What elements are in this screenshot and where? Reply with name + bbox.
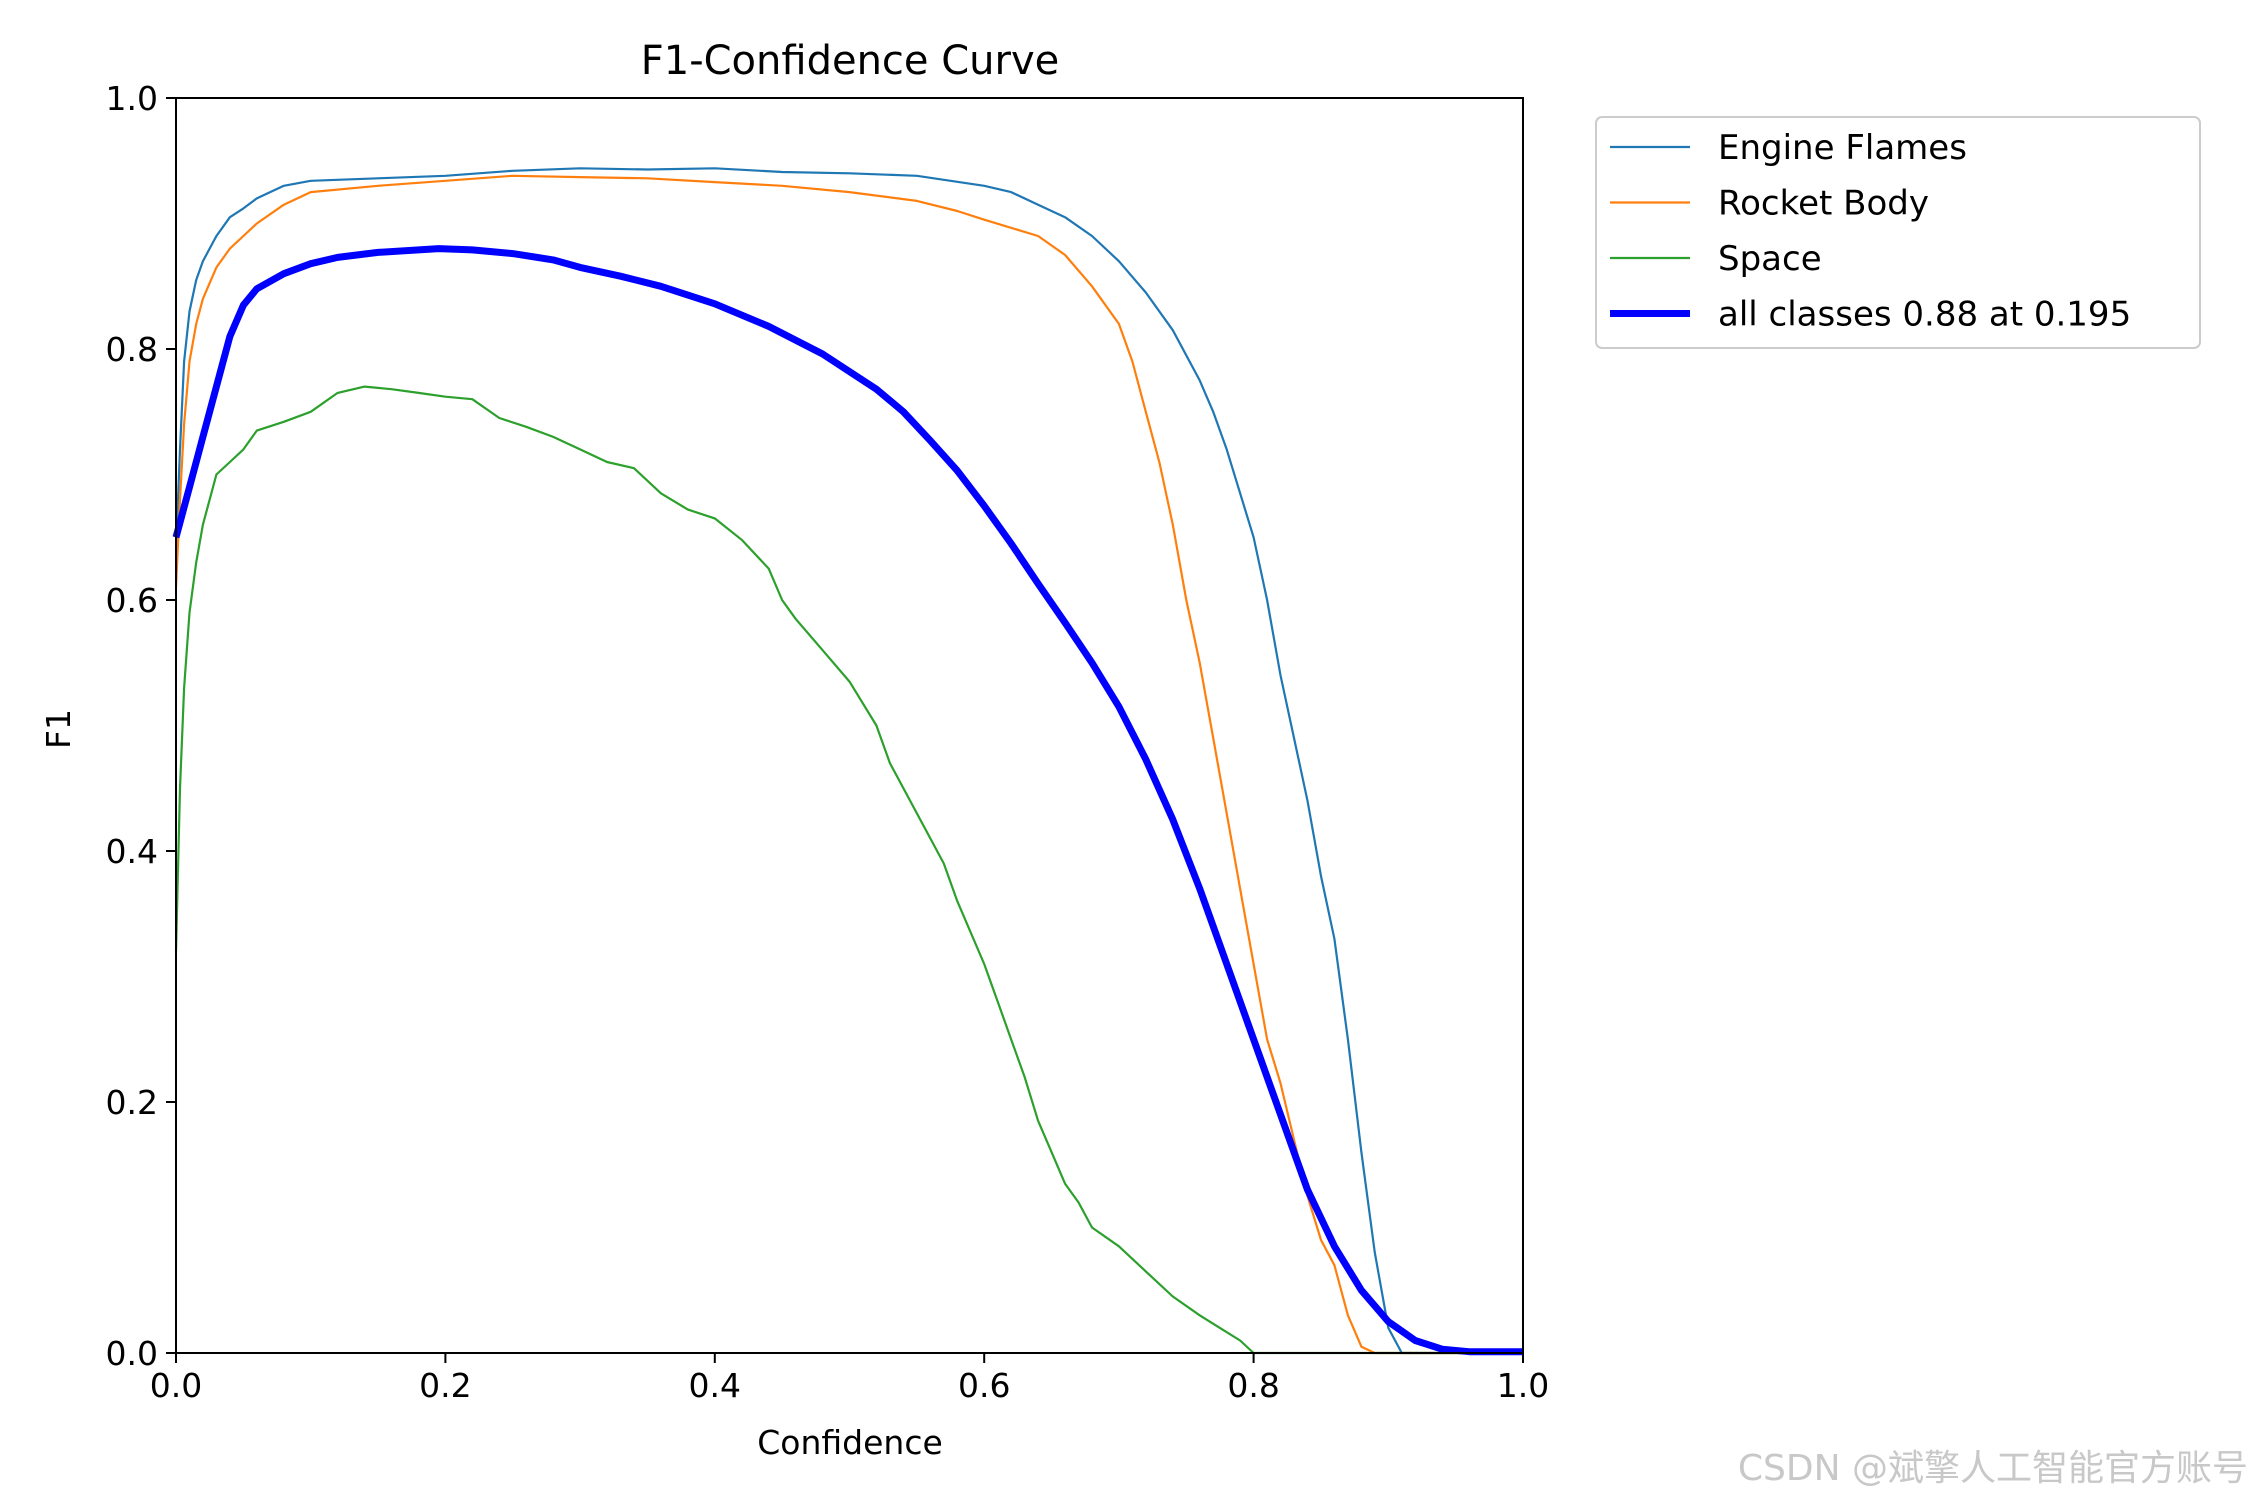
legend-label-rocket-body: Rocket Body xyxy=(1718,184,1929,224)
legend-label-engine-flames: Engine Flames xyxy=(1718,128,1967,168)
series-line-all-classes-0-88-at-0-195 xyxy=(172,245,1523,1356)
y-tick-label: 0.4 xyxy=(106,832,158,871)
x-tick-label: 0.2 xyxy=(419,1366,471,1405)
legend-label-all-classes-0-88-at-0-195: all classes 0.88 at 0.195 xyxy=(1718,295,2131,335)
series-line-engine-flames xyxy=(174,167,1523,1355)
y-axis-ticks: 0.0 0.2 0.4 0.6 0.8 1.0 xyxy=(106,79,176,1373)
x-tick-label: 0.6 xyxy=(958,1366,1010,1405)
legend: Engine Flames Rocket Body Space all classes… xyxy=(1595,116,2201,349)
plot-area xyxy=(176,98,1523,1353)
x-axis-ticks: 0.0 0.2 0.4 0.6 0.8 1.0 xyxy=(150,1353,1549,1405)
x-tick-label: 1.0 xyxy=(1497,1366,1549,1405)
y-tick-label: 1.0 xyxy=(106,79,158,118)
legend-entries: Engine Flames Rocket Body Space all classes… xyxy=(1610,128,2131,335)
legend-frame xyxy=(1595,116,2201,349)
y-tick-label: 0.8 xyxy=(106,330,158,369)
series-line-space xyxy=(174,385,1523,1355)
series-line-rocket-body xyxy=(174,174,1523,1355)
x-axis-label: Confidence xyxy=(757,1423,943,1462)
x-tick-label: 0.8 xyxy=(1227,1366,1279,1405)
y-axis-label: F1 xyxy=(39,709,78,749)
legend-label-space: Space xyxy=(1718,239,1822,279)
y-tick-label: 0.0 xyxy=(106,1334,158,1373)
y-tick-label: 0.6 xyxy=(106,581,158,620)
y-tick-label: 0.2 xyxy=(106,1083,158,1122)
watermark: CSDN @斌擎人工智能官方账号 xyxy=(1738,1448,2248,1489)
plot-frame xyxy=(175,97,1524,1354)
x-tick-label: 0.4 xyxy=(689,1366,741,1405)
chart-title: F1-Confidence Curve xyxy=(641,38,1060,84)
series-layer xyxy=(172,167,1523,1356)
x-tick-label: 0.0 xyxy=(150,1366,202,1405)
